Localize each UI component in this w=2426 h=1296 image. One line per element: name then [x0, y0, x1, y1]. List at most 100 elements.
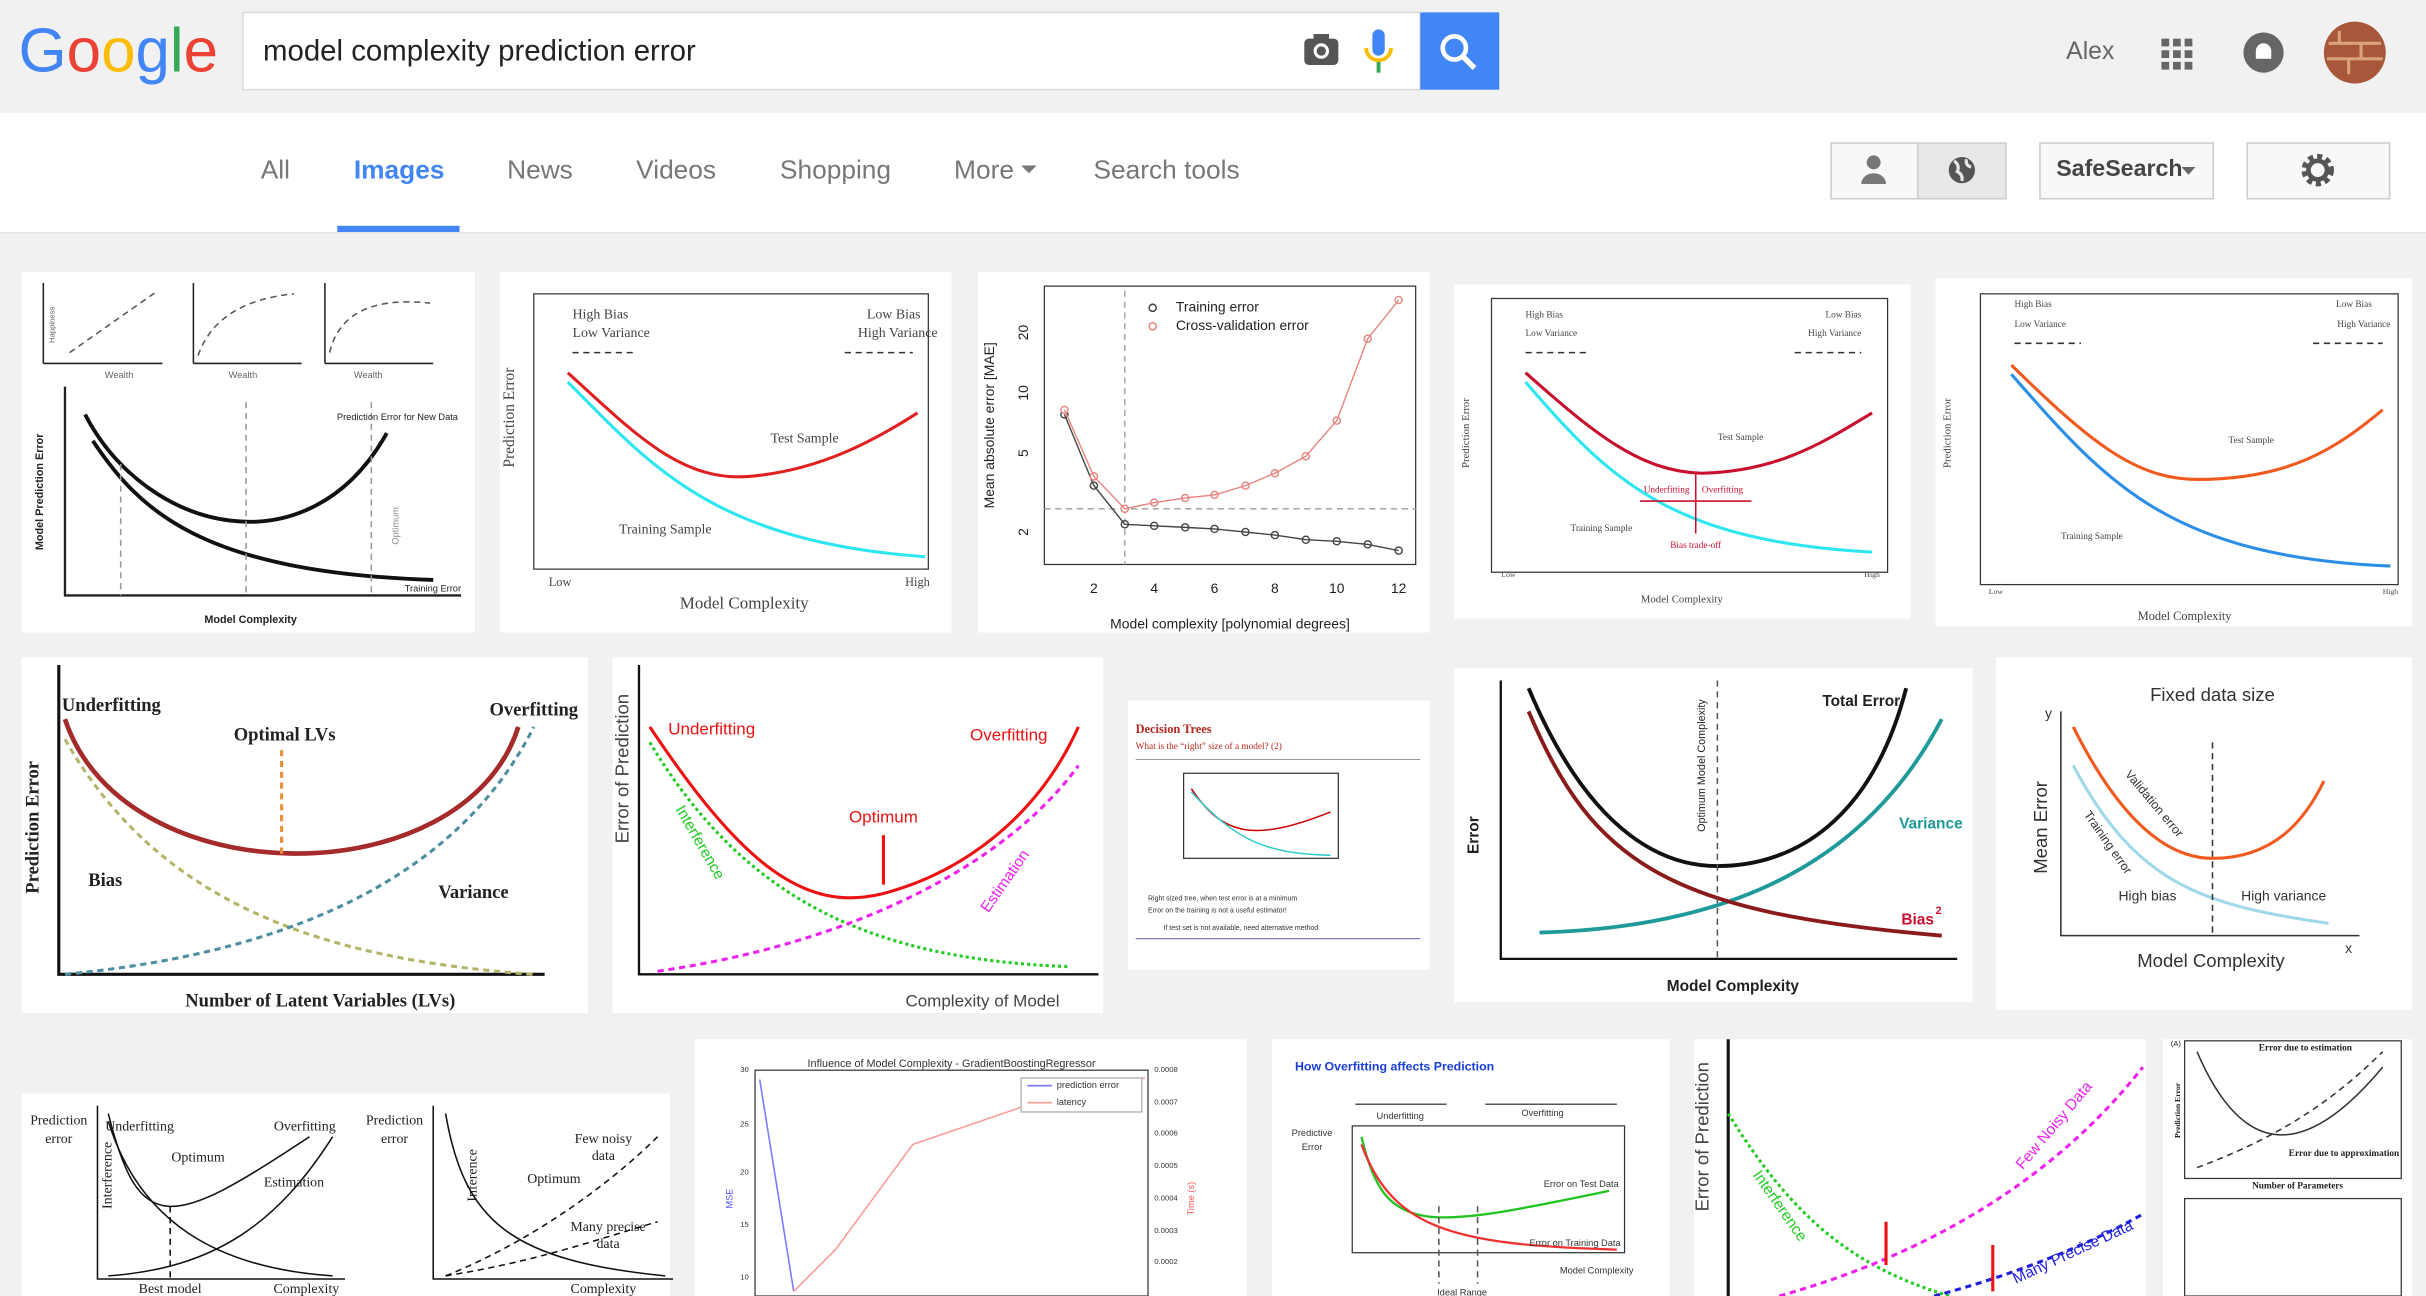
image-result[interactable]: Decision Trees What is the “right” size o… [1127, 700, 1430, 970]
thumbnail-shape [1043, 285, 1417, 566]
tab[interactable]: More [954, 155, 1014, 185]
safesearch-label[interactable]: SafeSearch [2056, 155, 2182, 181]
thumbnail-art [42, 283, 462, 597]
image-result[interactable]: Influence of Model Complexity - Gradient… [694, 1039, 1248, 1296]
user-name[interactable]: Alex [2066, 38, 2115, 65]
image-result[interactable]: Underfitting Optimal LVs Overfitting Predic… [21, 657, 588, 1013]
thumbnail-text: data [592, 1149, 615, 1164]
thumbnail-text: Model Complexity [1641, 594, 1724, 606]
thumbnail-text: 25 [740, 1119, 749, 1128]
tab[interactable]: News [507, 155, 573, 185]
safesearch-button[interactable] [2039, 142, 2215, 200]
thumbnail-bg [612, 657, 1104, 1013]
thumbnail-text: Prediction Error [1460, 398, 1472, 468]
tab[interactable]: Videos [636, 155, 716, 185]
thumbnail-text: Low Variance [572, 326, 649, 341]
thumbnail-text: Few noisy [575, 1132, 633, 1147]
image-result[interactable]: Happiness Wealth Wealth Wealth Model Predict… [21, 272, 475, 633]
thumbnail-shape [1979, 293, 2399, 586]
apps-icon[interactable] [2161, 38, 2193, 70]
thumbnail-text: Training Sample [2061, 532, 2123, 542]
thumbnail-text: High [2383, 587, 2399, 596]
thumbnail-text: Model Complexity [1560, 1266, 1634, 1276]
thumbnail-text: Underfitting [1377, 1111, 1424, 1121]
image-result[interactable]: High Bias Low Variance Low Bias High Varian… [1935, 278, 2413, 627]
thumbnail-text: Optimum Model Complexity [1696, 699, 1708, 832]
thumbnail-bg [21, 272, 475, 633]
thumbnail-shape [1394, 546, 1403, 555]
thumbnail-text: Error due to estimation [2259, 1044, 2353, 1054]
thumbnail-text: Test Sample [1718, 433, 1763, 443]
thumbnail-text: Prediction Error [1941, 398, 1953, 468]
notifications-icon[interactable] [2243, 32, 2284, 73]
personal-results-button[interactable] [1830, 142, 1919, 200]
tab[interactable]: Images [354, 155, 445, 185]
image-result[interactable]: High Bias Low Variance Low Bias High Varian… [499, 272, 952, 633]
thumbnail-shape [1148, 303, 1157, 313]
apps-dot [2184, 61, 2193, 70]
settings-button[interactable] [2246, 142, 2391, 200]
tab[interactable]: Search tools [1094, 155, 1240, 185]
thumbnail-bg [694, 1039, 1248, 1296]
thumbnail-shape [42, 283, 434, 365]
thumbnail-text: prediction error [1057, 1080, 1119, 1090]
thumbnail-text: Inference [466, 1149, 481, 1201]
thumbnail-text: Low Bias [1825, 311, 1861, 321]
search-query[interactable]: model complexity prediction error [263, 34, 696, 67]
thumbnail-text: Variance [1899, 815, 1963, 832]
thumbnail-shape [64, 726, 536, 976]
thumbnail-art [533, 293, 929, 570]
logo[interactable]: Google [19, 17, 219, 86]
thumbnail-shape [2196, 1051, 2384, 1169]
thumbnail-text: latency [1057, 1097, 1087, 1107]
image-result[interactable]: Error of Prediction Underfitting Overfitti… [611, 657, 1104, 1013]
tab[interactable]: Shopping [780, 155, 891, 185]
thumbnail-text: Bias [1901, 911, 1934, 928]
avatar[interactable] [2323, 21, 2386, 84]
thumbnail-text: Overfitting [489, 700, 578, 721]
thumbnail-text: 15 [740, 1220, 749, 1229]
thumbnail-text: Test Sample [2228, 436, 2273, 446]
thumbnail-text: Wealth [229, 370, 258, 380]
search-button[interactable] [1420, 12, 1500, 90]
thumbnail-text: Low Variance [2014, 320, 2066, 330]
thumbnail-text: Optimal LVs [234, 724, 336, 745]
thumbnail-bg [2162, 1039, 2413, 1296]
thumbnail-text: High Bias [2014, 300, 2052, 310]
tabs-bg [0, 112, 2426, 232]
image-result[interactable]: High Bias Low Variance Low Bias High Varian… [1454, 284, 1911, 619]
thumbnail-text: Low Bias [2336, 300, 2372, 310]
image-result[interactable]: (A) Error due to estimation Prediction Err… [2162, 1039, 2413, 1296]
thumbnail-shape [444, 1113, 666, 1277]
all-results-button[interactable] [1916, 142, 2007, 200]
thumbnail-shape [57, 665, 545, 976]
image-result[interactable]: Total Error Optimum Model Complexity Error… [1454, 668, 1973, 1003]
thumbnail-text: 0.0008 [1154, 1065, 1178, 1074]
mic-icon[interactable] [1364, 29, 1393, 73]
thumbnail-shape [1063, 299, 1400, 510]
image-result[interactable]: How Overfitting affects Prediction Underf… [1271, 1039, 1670, 1296]
thumbnail-shape [1360, 1144, 1617, 1251]
thumbnail-shape [2010, 373, 2391, 568]
thumbnail-shape [758, 1079, 795, 1292]
thumbnail-text: Overfitting [1702, 485, 1744, 495]
thumbnail-shape [2184, 1197, 2402, 1296]
thumbnail-text: Overfitting [274, 1120, 336, 1135]
thumbnail-text: Bias trade-off [1670, 541, 1722, 551]
thumbnail-bg [1271, 1039, 1670, 1296]
tab[interactable]: All [261, 155, 290, 185]
thumbnail-shape [83, 413, 389, 524]
thumbnail-art [1043, 285, 1417, 566]
search-box[interactable] [242, 11, 1422, 91]
thumbnail-shape [2071, 726, 2326, 860]
thumbnail-text: 2 [1015, 528, 1031, 536]
thumbnail-text: Underfitting [1644, 485, 1690, 495]
thumbnail-text: Underfitting [62, 695, 162, 716]
thumbnail-art [2184, 1040, 2402, 1296]
image-result[interactable]: Training error Cross-validation error Mean… [977, 272, 1430, 633]
image-result[interactable]: Prediction error Underfitting Overfitting Op… [21, 1093, 674, 1296]
thumbnail-bg [1694, 1039, 2146, 1296]
camera-icon[interactable] [1304, 34, 1339, 65]
